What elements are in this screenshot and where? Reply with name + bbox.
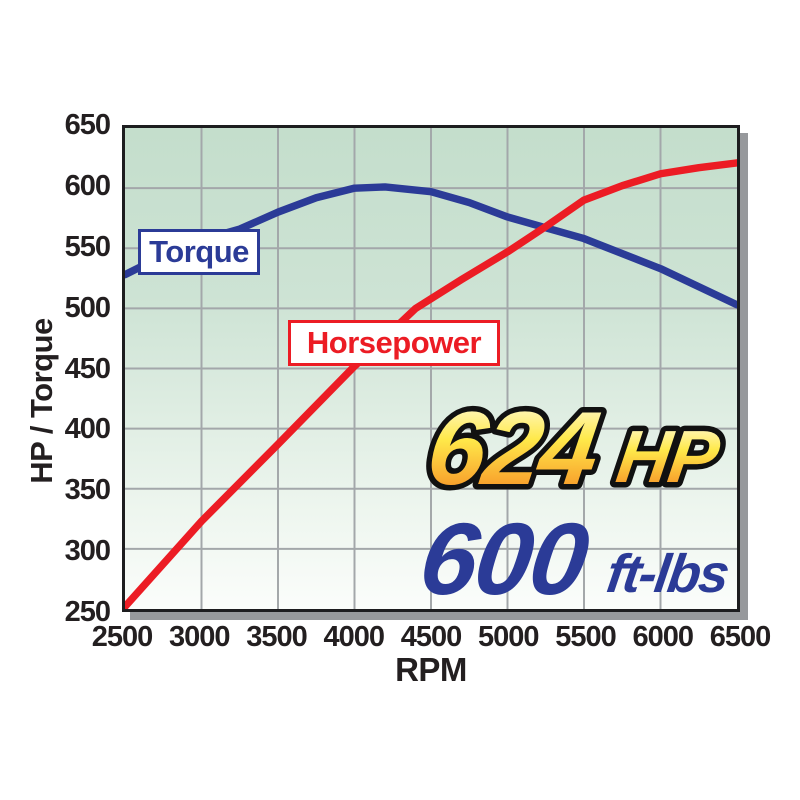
peak-values-callout: 624 HP 600 ft-lbs: [413, 385, 732, 616]
x-axis-title: RPM: [395, 651, 467, 688]
horsepower-series-label: Horsepower: [288, 320, 500, 366]
y-tick-label: 550: [64, 230, 111, 263]
x-tick-label: 2500: [91, 621, 154, 653]
peak-hp-unit: HP: [612, 415, 725, 498]
x-tick-label: 3000: [168, 621, 231, 653]
y-tick-label: 450: [64, 352, 111, 385]
y-tick-label: 600: [64, 169, 111, 202]
x-tick-label: 5500: [555, 621, 617, 653]
y-tick-label: 300: [64, 535, 111, 568]
horsepower-series-label-text: Horsepower: [306, 325, 482, 360]
y-axis-title: HP / Torque: [24, 318, 59, 484]
x-tick-label: 4000: [323, 621, 385, 653]
y-tick-label: 650: [64, 109, 111, 141]
torque-series-label-text: Torque: [149, 234, 249, 269]
peak-torque-value: 600: [413, 501, 594, 615]
y-tick-label: 500: [64, 291, 111, 324]
y-tick-label: 250: [64, 596, 111, 628]
horsepower-curve: [125, 159, 737, 609]
torque-series-label: Torque: [138, 229, 260, 275]
y-tick-label: 400: [64, 413, 111, 446]
y-tick-label: 350: [64, 474, 111, 507]
peak-torque-unit: ft-lbs: [603, 544, 732, 604]
x-tick-label: 6000: [632, 621, 694, 653]
plot-area: Torque Horsepower: [122, 125, 740, 612]
x-tick-label: 6500: [709, 621, 772, 653]
peak-hp-value: 624: [421, 390, 606, 506]
x-tick-label: 5000: [477, 621, 540, 653]
x-tick-label: 4500: [400, 621, 463, 653]
x-tick-label: 3500: [246, 621, 308, 653]
